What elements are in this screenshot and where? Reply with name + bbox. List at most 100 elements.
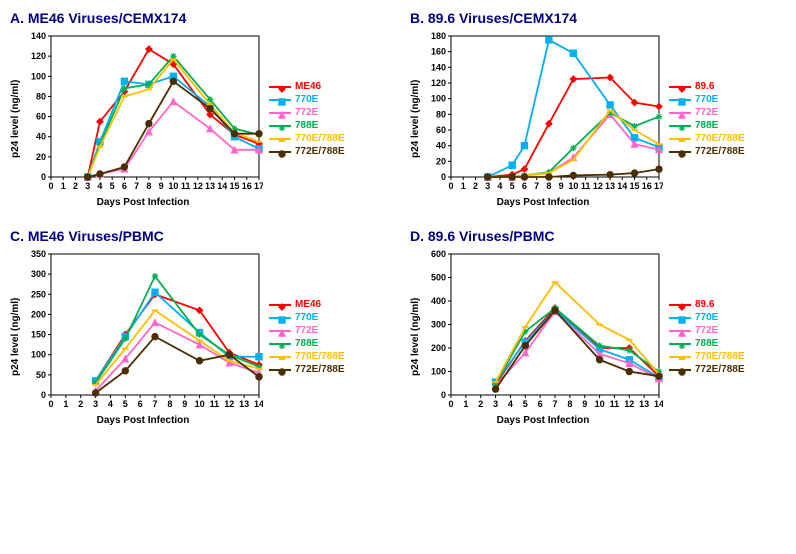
- legend-label: 772E/788E: [295, 364, 345, 375]
- svg-text:6: 6: [538, 399, 543, 409]
- panel-B-plot: 0204060801001201401601800123456789101112…: [423, 30, 663, 195]
- legend-item: 770E/788E: [269, 133, 345, 144]
- legend-label: 772E/788E: [695, 146, 745, 157]
- legend-label: 772E: [295, 325, 318, 336]
- svg-text:5: 5: [523, 399, 528, 409]
- svg-text:10: 10: [168, 181, 178, 191]
- svg-text:40: 40: [436, 141, 446, 151]
- svg-text:5: 5: [123, 399, 128, 409]
- svg-text:11: 11: [610, 399, 620, 409]
- svg-text:12: 12: [624, 399, 634, 409]
- svg-text:9: 9: [582, 399, 587, 409]
- svg-text:7: 7: [552, 399, 557, 409]
- legend-item: 770E/788E: [669, 351, 745, 362]
- svg-text:80: 80: [436, 109, 446, 119]
- svg-text:15: 15: [230, 181, 240, 191]
- legend-label: 89.6: [695, 81, 714, 92]
- panel-B: B. 89.6 Viruses/CEMX174 p24 level (ng/ml…: [410, 10, 786, 208]
- panel-C-xlabel: Days Post Infection: [23, 415, 263, 426]
- svg-text:2: 2: [478, 399, 483, 409]
- panel-B-xlabel: Days Post Infection: [423, 197, 663, 208]
- legend-label: 770E: [295, 312, 318, 323]
- svg-text:160: 160: [431, 47, 446, 57]
- panel-D-title: D. 89.6 Viruses/PBMC: [410, 228, 786, 244]
- svg-text:2: 2: [473, 181, 478, 191]
- legend-label: 770E: [695, 94, 718, 105]
- svg-text:13: 13: [605, 181, 615, 191]
- svg-text:0: 0: [441, 390, 446, 400]
- panel-D-legend: 89.6770E772E788E770E/788E772E/788E: [669, 248, 745, 426]
- legend-item: 770E/788E: [269, 351, 345, 362]
- panel-A: A. ME46 Viruses/CEMX174 p24 level (ng/ml…: [10, 10, 386, 208]
- svg-text:9: 9: [159, 181, 164, 191]
- svg-text:0: 0: [441, 172, 446, 182]
- svg-text:60: 60: [436, 125, 446, 135]
- legend-label: 770E: [695, 312, 718, 323]
- panel-A-ylabel: p24 level (ng/ml): [10, 30, 21, 208]
- svg-text:4: 4: [508, 399, 513, 409]
- panel-D-plot: 010020030040050060001234567891011121314: [423, 248, 663, 413]
- svg-text:6: 6: [138, 399, 143, 409]
- legend-item: 772E/788E: [269, 146, 345, 157]
- legend-item: 770E: [269, 94, 345, 105]
- svg-text:120: 120: [31, 51, 46, 61]
- legend-label: 772E: [295, 107, 318, 118]
- svg-text:0: 0: [448, 399, 453, 409]
- svg-text:600: 600: [431, 249, 446, 259]
- svg-text:8: 8: [567, 399, 572, 409]
- legend-item: 772E/788E: [669, 146, 745, 157]
- svg-text:80: 80: [36, 91, 46, 101]
- legend-item: 89.6: [669, 81, 745, 92]
- svg-text:11: 11: [210, 399, 220, 409]
- svg-text:10: 10: [568, 181, 578, 191]
- legend-item: 772E: [269, 107, 345, 118]
- svg-text:9: 9: [182, 399, 187, 409]
- svg-text:3: 3: [85, 181, 90, 191]
- svg-text:300: 300: [431, 320, 446, 330]
- svg-text:180: 180: [431, 31, 446, 41]
- svg-text:3: 3: [493, 399, 498, 409]
- svg-text:17: 17: [654, 181, 663, 191]
- svg-text:140: 140: [431, 62, 446, 72]
- svg-text:16: 16: [242, 181, 252, 191]
- panel-D-xlabel: Days Post Infection: [423, 415, 663, 426]
- svg-text:20: 20: [36, 152, 46, 162]
- svg-text:7: 7: [152, 399, 157, 409]
- legend-label: 788E: [695, 120, 718, 131]
- legend-label: 788E: [295, 338, 318, 349]
- panel-C-plot: 0501001502002503003500123456789101112131…: [23, 248, 263, 413]
- legend-label: ME46: [295, 299, 321, 310]
- svg-text:3: 3: [93, 399, 98, 409]
- svg-text:17: 17: [254, 181, 263, 191]
- svg-text:0: 0: [48, 399, 53, 409]
- legend-item: 89.6: [669, 299, 745, 310]
- svg-text:50: 50: [36, 370, 46, 380]
- svg-text:1: 1: [463, 399, 468, 409]
- legend-item: 770E: [269, 312, 345, 323]
- legend-item: 770E: [669, 94, 745, 105]
- legend-label: 772E: [695, 325, 718, 336]
- svg-text:250: 250: [31, 289, 46, 299]
- svg-text:0: 0: [41, 172, 46, 182]
- legend-label: 772E/788E: [295, 146, 345, 157]
- svg-text:150: 150: [31, 330, 46, 340]
- svg-text:9: 9: [559, 181, 564, 191]
- svg-text:1: 1: [461, 181, 466, 191]
- svg-text:5: 5: [110, 181, 115, 191]
- legend-item: 788E: [669, 338, 745, 349]
- panel-C-legend: ME46 770E 772E 788E 770E/788E 772E/788E: [269, 248, 345, 426]
- svg-text:100: 100: [31, 350, 46, 360]
- legend-label: ME46: [295, 81, 321, 92]
- svg-text:300: 300: [31, 269, 46, 279]
- svg-text:14: 14: [254, 399, 263, 409]
- panel-C: C. ME46 Viruses/PBMC p24 level (ng/ml) 0…: [10, 228, 386, 426]
- svg-text:4: 4: [108, 399, 113, 409]
- legend-item: 772E: [669, 107, 745, 118]
- svg-text:7: 7: [534, 181, 539, 191]
- legend-label: 770E: [295, 94, 318, 105]
- legend-item: 772E/788E: [269, 364, 345, 375]
- svg-text:8: 8: [146, 181, 151, 191]
- legend-item: 772E: [269, 325, 345, 336]
- svg-text:11: 11: [181, 181, 191, 191]
- svg-text:100: 100: [431, 94, 446, 104]
